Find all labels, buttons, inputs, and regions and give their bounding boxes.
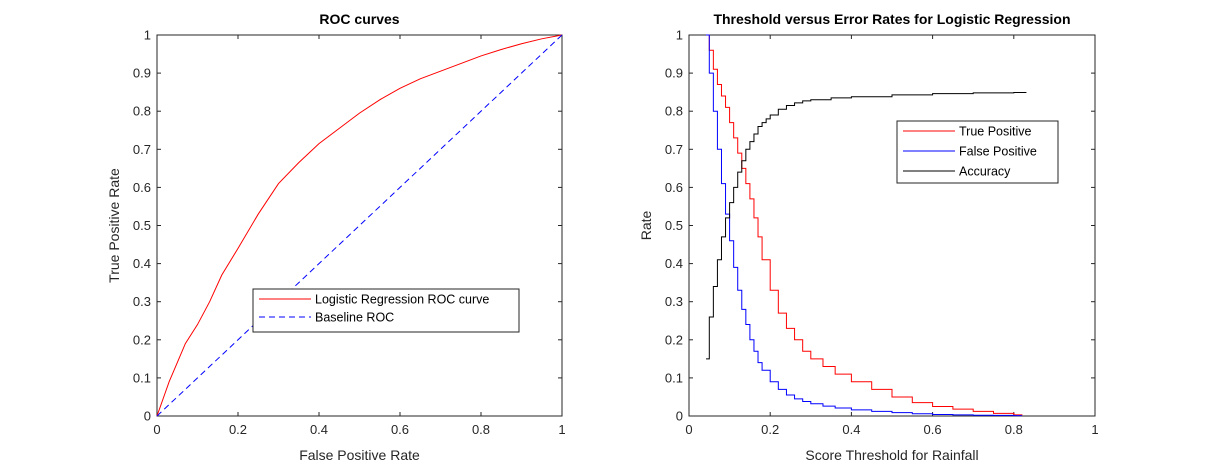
- y-tick-label: 1: [144, 28, 151, 43]
- y-tick-label: 0.6: [665, 180, 683, 195]
- y-tick-label: 0.4: [133, 256, 151, 271]
- threshold-legend-label-false-positive: False Positive: [959, 145, 1037, 159]
- x-tick-label: 1: [558, 422, 565, 437]
- y-tick-label: 0.1: [133, 370, 151, 385]
- threshold-x-axis-label: Score Threshold for Rainfall: [805, 447, 978, 463]
- x-tick-label: 0.4: [310, 422, 328, 437]
- series-line-accuracy: [706, 92, 1027, 360]
- y-tick-label: 0.3: [133, 294, 151, 309]
- threshold-series: [706, 34, 1027, 417]
- threshold-legend-label-accuracy: Accuracy: [959, 165, 1011, 179]
- roc-y-axis-label: True Positive Rate: [106, 168, 122, 283]
- roc-legend-label-logistic: Logistic Regression ROC curve: [315, 293, 489, 307]
- y-tick-label: 0.8: [133, 104, 151, 119]
- roc-legend-box: [252, 288, 520, 333]
- y-tick-label: 0.7: [665, 142, 683, 157]
- x-tick-label: 0.8: [472, 422, 490, 437]
- y-tick-label: 0.1: [665, 370, 683, 385]
- y-tick-label: 0.9: [665, 66, 683, 81]
- y-tick-label: 0.7: [133, 142, 151, 157]
- threshold-legend: True Positive False Positive Accuracy: [896, 120, 1059, 184]
- x-tick-label: 0.4: [842, 422, 860, 437]
- y-tick-label: 0.9: [133, 66, 151, 81]
- roc-legend-label-baseline: Baseline ROC: [315, 311, 394, 325]
- roc-x-axis-label: False Positive Rate: [299, 447, 420, 463]
- threshold-y-axis-label: Rate: [638, 211, 654, 241]
- y-tick-label: 0.4: [665, 256, 683, 271]
- y-tick-label: 0: [676, 409, 683, 424]
- y-tick-label: 0.5: [133, 218, 151, 233]
- roc-chart: 0 0.2 0.4 0.6 0.8 1 0 0.1 0.2 0.3 0.4 0.5 0.6 0.7 0.8 0…: [106, 11, 566, 463]
- x-tick-label: 0.2: [761, 422, 779, 437]
- roc-chart-title: ROC curves: [319, 11, 399, 27]
- y-tick-label: 0.6: [133, 180, 151, 195]
- series-line-baseline-roc: [156, 34, 563, 417]
- roc-ticks: 0 0.2 0.4 0.6 0.8 1 0 0.1 0.2 0.3 0.4 0.5 0.6 0.7 0.8 0…: [133, 28, 566, 438]
- y-tick-label: 0.2: [665, 332, 683, 347]
- y-tick-label: 0.3: [665, 294, 683, 309]
- roc-legend: Logistic Regression ROC curve Baseline R…: [252, 288, 520, 333]
- series-line-false-positive: [706, 34, 1022, 417]
- x-tick-label: 1: [1091, 422, 1098, 437]
- y-tick-label: 0.8: [665, 104, 683, 119]
- x-tick-label: 0: [153, 422, 160, 437]
- series-line-logistic-regression-roc-curve: [156, 34, 563, 417]
- threshold-ticks: 0 0.2 0.4 0.6 0.8 1 0 0.1 0.2 0.3 0.4 0.5 0.6 0.7 0.8 0…: [665, 28, 1099, 438]
- y-tick-label: 0.5: [665, 218, 683, 233]
- x-tick-label: 0.6: [924, 422, 942, 437]
- x-tick-label: 0.6: [391, 422, 409, 437]
- x-tick-label: 0.2: [229, 422, 247, 437]
- y-tick-label: 0: [144, 409, 151, 424]
- threshold-chart-title: Threshold versus Error Rates for Logisti…: [713, 11, 1070, 27]
- threshold-chart: 0 0.2 0.4 0.6 0.8 1 0 0.1 0.2 0.3 0.4 0.5 0.6 0.7 0.8 0…: [638, 11, 1099, 463]
- x-tick-label: 0.8: [1005, 422, 1023, 437]
- x-tick-label: 0: [685, 422, 692, 437]
- y-tick-label: 1: [676, 28, 683, 43]
- series-line-true-positive: [706, 34, 1023, 416]
- roc-series: [156, 34, 563, 417]
- y-tick-label: 0.2: [133, 332, 151, 347]
- threshold-legend-label-true-positive: True Positive: [959, 125, 1032, 139]
